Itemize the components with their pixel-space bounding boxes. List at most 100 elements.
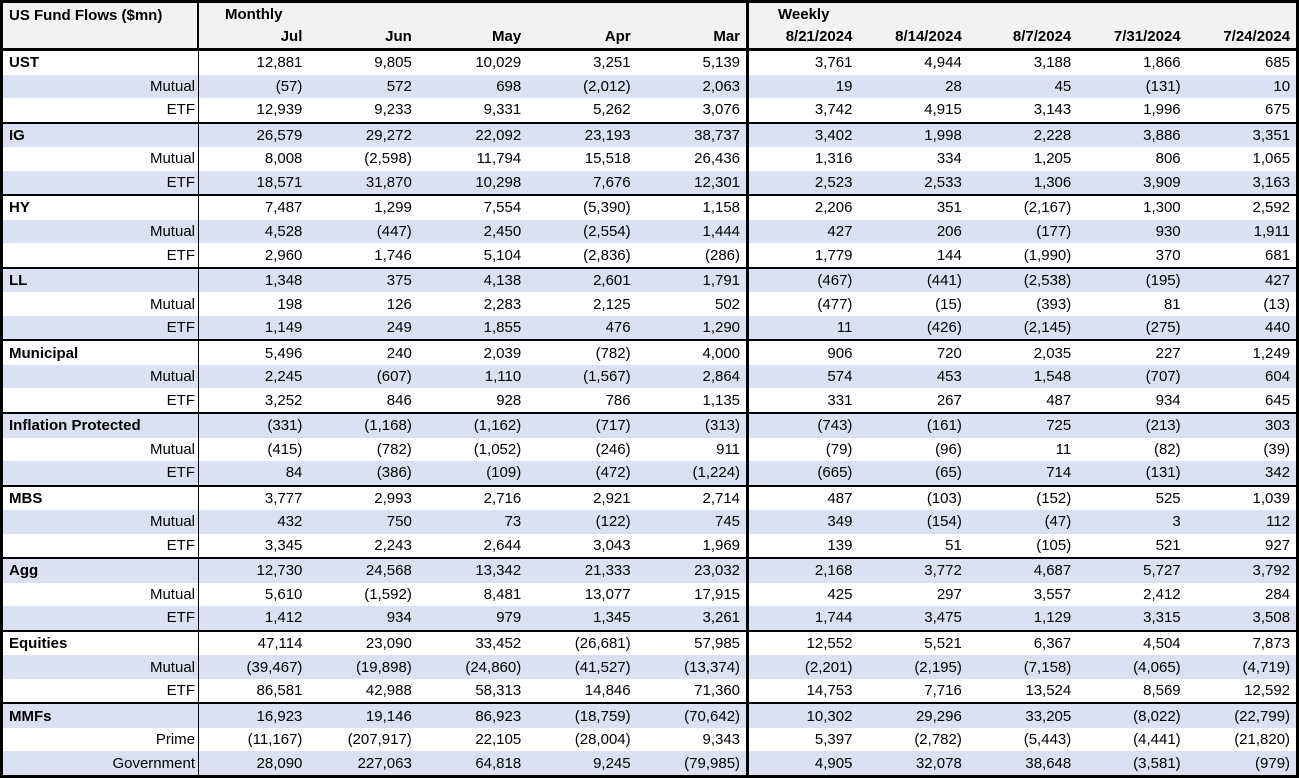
cell: (96)	[935, 440, 962, 458]
row-label: Mutual	[3, 292, 199, 316]
cell: (2,538)	[1023, 272, 1072, 290]
table-row: Mutual 2,245 (607) 1,110 (1,567) 2,864 574 453 1…	[3, 364, 1296, 389]
cell: 16,923	[256, 707, 303, 725]
cell: (5,390)	[583, 199, 631, 217]
cell: 12,730	[256, 562, 303, 580]
cell: 73	[504, 513, 522, 531]
cell: (782)	[595, 344, 631, 362]
cell: 370	[1155, 246, 1181, 264]
row-label: Mutual	[3, 74, 199, 99]
cell: 8,008	[264, 150, 303, 168]
cell: 3,886	[1143, 126, 1181, 144]
cell: (415)	[267, 440, 303, 458]
cell: (28,004)	[574, 731, 631, 749]
cell: (426)	[926, 319, 962, 337]
cell: 334	[936, 150, 962, 168]
cell: 18,571	[256, 173, 303, 191]
cell: (82)	[1153, 440, 1181, 458]
cell: 375	[386, 272, 412, 290]
cell: 928	[496, 391, 522, 409]
cell: 12,552	[746, 631, 858, 656]
cell: 574	[746, 364, 858, 389]
cell: 1,444	[702, 222, 741, 240]
cell: 5,521	[924, 635, 962, 653]
cell: 38,737	[694, 126, 741, 144]
cell: (79,985)	[684, 754, 741, 772]
table-header: US Fund Flows ($mn) Monthly Weekly Jul Jun…	[3, 3, 1296, 51]
cell: (152)	[1036, 489, 1072, 507]
cell: 3,345	[264, 536, 303, 554]
cell: 1,135	[702, 391, 741, 409]
table-row: Mutual 198 126 2,283 2,125 502 (477) (15) (393) 8…	[3, 292, 1296, 316]
cell: (467)	[746, 268, 858, 293]
cell: 7,716	[924, 682, 962, 700]
cell: (1,168)	[364, 417, 412, 435]
cell: (26,681)	[574, 635, 631, 653]
cell: (4,719)	[1242, 658, 1291, 676]
cell: 11,794	[476, 150, 522, 168]
cell: 2,960	[264, 246, 303, 264]
cell: 12,301	[694, 173, 741, 191]
cell: (109)	[486, 464, 522, 482]
column-header-row: Jul Jun May Apr Mar 8/21/2024 8/14/2024 8/7/202…	[199, 25, 1296, 48]
table-row: ETF 3,252 846 928 786 1,135 331 267 487 934 645	[3, 388, 1296, 412]
cell: (2,012)	[583, 77, 631, 95]
cell: 45	[1054, 77, 1072, 95]
cell: 7,676	[593, 173, 631, 191]
cell: (24,860)	[465, 658, 522, 676]
table-row: Mutual (39,467) (19,898) (24,860) (41,527) (1…	[3, 655, 1296, 679]
cell: 2,063	[702, 77, 741, 95]
cell: (70,642)	[684, 707, 741, 725]
cell: 2,993	[374, 489, 412, 507]
cell: (161)	[926, 417, 962, 435]
cell: (2,145)	[1023, 319, 1072, 337]
cell: 3,742	[746, 98, 858, 122]
cell: (2,195)	[914, 658, 962, 676]
cell: 3,351	[1252, 126, 1291, 144]
cell: (11,167)	[247, 731, 303, 749]
cell: 33,205	[1025, 707, 1072, 725]
cell: 139	[746, 533, 858, 558]
table-row: Mutual 8,008 (2,598) 11,794 15,518 26,436 1,31…	[3, 147, 1296, 171]
column-header-area: Monthly Weekly Jul Jun May Apr Mar 8/21/2024 8/…	[199, 3, 1296, 48]
row-label: Mutual	[3, 147, 199, 171]
cell: (207,917)	[347, 731, 412, 749]
group-row: MBS 3,777 2,993 2,716 2,921 2,714 487 (103) (152…	[3, 484, 1296, 511]
cell: 126	[386, 295, 412, 313]
cell: 13,342	[475, 562, 522, 580]
cell: (4,441)	[1133, 731, 1181, 749]
cell: 22,105	[475, 731, 522, 749]
cell: 432	[277, 513, 303, 531]
table-row: Mutual 5,610 (1,592) 8,481 13,077 17,915 425 29…	[3, 582, 1296, 607]
column-header: 7/24/2024	[1223, 28, 1291, 46]
cell: 249	[386, 319, 412, 337]
group-row: Equities 47,114 23,090 33,452 (26,681) 57,985…	[3, 629, 1296, 656]
cell: 227,063	[357, 754, 412, 772]
cell: 5,139	[702, 54, 741, 72]
cell: 3,402	[746, 123, 858, 148]
row-label: ETF	[3, 678, 199, 703]
cell: 349	[746, 510, 858, 534]
cell: 13,524	[1025, 682, 1072, 700]
cell: 342	[1265, 464, 1291, 482]
cell: 714	[1046, 464, 1072, 482]
cell: 33,452	[475, 635, 522, 653]
cell: 1,911	[1253, 222, 1291, 240]
row-label: Prime	[3, 727, 199, 752]
cell: 3,252	[264, 391, 303, 409]
cell: 11	[746, 315, 858, 340]
cell: (441)	[926, 272, 962, 290]
cell: 31,870	[365, 173, 412, 191]
cell: 1,345	[593, 609, 631, 627]
cell: 1,205	[1033, 150, 1072, 168]
table-row: ETF 1,149 249 1,855 476 1,290 11 (426) (2,145) (2…	[3, 315, 1296, 340]
cell: 1,299	[374, 199, 412, 217]
cell: 227	[1155, 344, 1181, 362]
row-label: Mutual	[3, 364, 199, 389]
cell: 685	[1265, 54, 1291, 72]
group-label: Agg	[3, 559, 199, 583]
cell: 5,262	[593, 101, 631, 119]
cell: 525	[1155, 489, 1181, 507]
cell: 1,249	[1252, 344, 1291, 362]
group-row: Inflation Protected (331) (1,168) (1,162) (7…	[3, 411, 1296, 438]
